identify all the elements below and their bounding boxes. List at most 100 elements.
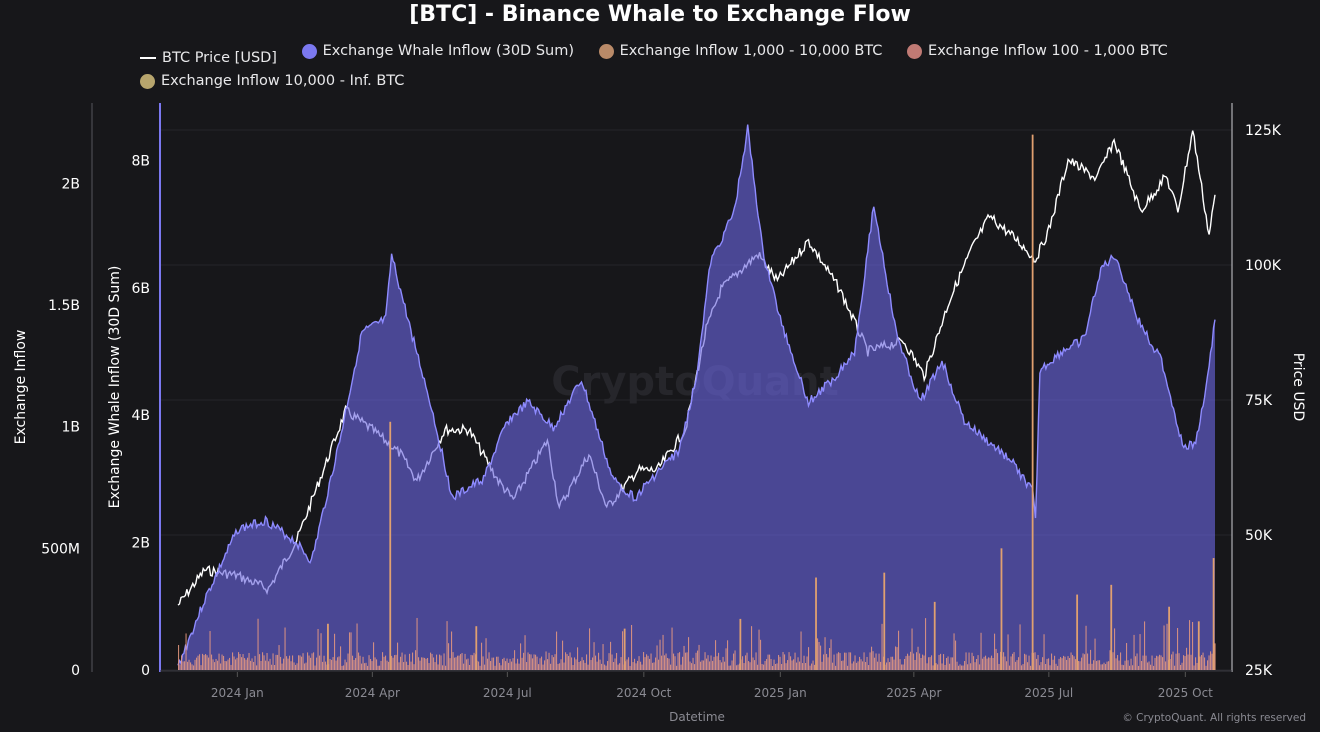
inflow-bar xyxy=(677,653,679,670)
inflow-bar xyxy=(1138,665,1140,670)
inflow-bar xyxy=(799,661,801,670)
inflow-bar xyxy=(926,663,928,670)
inflow-bar xyxy=(748,661,750,670)
inflow-bar xyxy=(377,665,379,670)
inflow-bar xyxy=(481,642,483,670)
inflow-bar xyxy=(772,665,774,670)
inflow-bar xyxy=(526,662,528,670)
legend-item-whale-inflow[interactable]: Exchange Whale Inflow (30D Sum) xyxy=(301,40,574,63)
inflow-bar xyxy=(767,654,769,670)
inflow-bar xyxy=(1067,656,1069,670)
inflow-bar xyxy=(1169,658,1171,670)
inflow-bar xyxy=(619,663,621,670)
inflow-bar xyxy=(437,664,439,670)
inflow-bar xyxy=(829,648,831,670)
inflow-bar xyxy=(388,661,390,670)
inflow-bar xyxy=(545,651,547,670)
inflow-bar xyxy=(296,663,298,670)
inflow-bar xyxy=(580,661,582,670)
inflow-bar xyxy=(496,656,498,670)
inflow-bar xyxy=(806,656,808,670)
inflow-bar xyxy=(1094,638,1096,670)
inflow-bar xyxy=(1009,665,1011,670)
inflow-bar xyxy=(742,656,744,670)
inflow-bar xyxy=(913,653,915,670)
inflow-bar xyxy=(1081,657,1083,670)
inflow-bar xyxy=(1096,660,1098,670)
inflow-bar xyxy=(830,639,832,670)
inflow-bar xyxy=(484,664,486,670)
inflow-bar xyxy=(599,659,601,670)
legend-item-btc-price[interactable]: BTC Price [USD] xyxy=(140,47,277,70)
inflow-bar xyxy=(950,657,952,670)
inflow-bar xyxy=(724,661,726,670)
inflow-bar xyxy=(502,659,504,670)
inflow-bar xyxy=(1129,665,1131,670)
inflow-bar xyxy=(781,663,783,670)
inflow-bar xyxy=(1126,643,1128,670)
inflow-bar xyxy=(299,655,301,670)
inflow-bar xyxy=(362,656,364,670)
inflow-bar xyxy=(322,661,324,670)
inflow-bar xyxy=(254,655,256,670)
inflow-bar xyxy=(482,656,484,670)
legend-item-inflow-100-1000[interactable]: Exchange Inflow 100 - 1,000 BTC xyxy=(907,40,1168,63)
inflow-bar xyxy=(991,655,993,670)
legend-item-inflow-1000-10000[interactable]: Exchange Inflow 1,000 - 10,000 BTC xyxy=(598,40,882,63)
inflow-bar xyxy=(994,633,996,670)
inflow-bar xyxy=(800,631,802,670)
inflow-bar xyxy=(1072,654,1074,670)
inflow-bar xyxy=(838,652,840,670)
inflow-bar xyxy=(1109,650,1111,670)
inflow-bar xyxy=(746,652,748,670)
inflow-bar xyxy=(239,654,241,670)
inflow-bar xyxy=(410,661,412,670)
inflow-bar xyxy=(1102,664,1104,670)
inflow-bar xyxy=(409,653,411,670)
left-inner-axis-label: Exchange Whale Inflow (30D Sum) xyxy=(107,266,123,509)
inflow-bar xyxy=(905,656,907,670)
inflow-bar xyxy=(553,657,555,670)
inflow-bar xyxy=(736,665,738,670)
inflow-bar xyxy=(857,661,859,670)
inflow-bar xyxy=(1006,661,1008,670)
inflow-spike-bar xyxy=(933,601,936,670)
dot-swatch-icon xyxy=(907,44,923,59)
inflow-bar xyxy=(607,661,609,670)
inflow-bar xyxy=(452,652,454,670)
inflow-bar xyxy=(809,665,811,670)
inflow-bar xyxy=(701,660,703,670)
inflow-bar xyxy=(542,664,544,670)
left-inner-tick-label: 2B xyxy=(131,536,150,552)
legend-item-inflow-10000-inf[interactable]: Exchange Inflow 10,000 - Inf. BTC xyxy=(140,70,404,93)
inflow-bar xyxy=(292,655,294,670)
inflow-bar xyxy=(364,663,366,670)
inflow-bar xyxy=(1112,652,1114,670)
inflow-bar xyxy=(1121,664,1123,670)
inflow-bar xyxy=(214,662,216,670)
inflow-bar xyxy=(1022,664,1024,670)
inflow-bar xyxy=(359,655,361,670)
inflow-bar xyxy=(1028,655,1030,670)
inflow-bar xyxy=(505,661,507,670)
inflow-bar xyxy=(1172,651,1174,670)
inflow-bar xyxy=(1066,659,1068,670)
inflow-bar xyxy=(629,665,631,670)
inflow-bar xyxy=(944,664,946,670)
inflow-bar xyxy=(517,658,519,670)
inflow-bar xyxy=(1013,652,1015,670)
inflow-bar xyxy=(805,663,807,670)
inflow-bar xyxy=(202,653,204,670)
inflow-bar xyxy=(245,659,247,670)
inflow-bar xyxy=(608,653,610,670)
inflow-bar xyxy=(356,623,358,670)
inflow-bar xyxy=(323,655,325,670)
inflow-bar xyxy=(797,657,799,670)
inflow-bar xyxy=(428,663,430,670)
inflow-bar xyxy=(439,654,441,670)
inflow-bar xyxy=(284,627,286,670)
inflow-bar xyxy=(832,662,834,670)
inflow-bar xyxy=(1207,660,1209,670)
inflow-bar xyxy=(262,652,264,670)
inflow-bar xyxy=(341,665,343,670)
